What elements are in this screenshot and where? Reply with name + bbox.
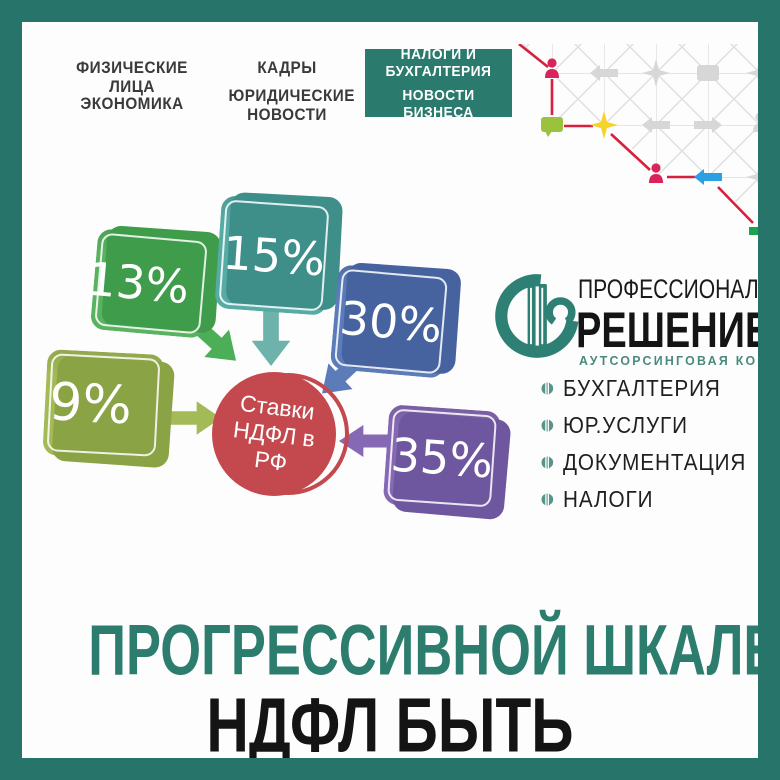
gray-arrow-right-icon: [694, 117, 722, 133]
gray-star-icon: [746, 66, 758, 80]
tag-legal-news-line2: НОВОСТИ: [247, 105, 327, 124]
rate-box-30: 30%: [329, 264, 453, 379]
rate-value: 13%: [84, 251, 192, 314]
badge-line1: НАЛОГИ И: [400, 45, 477, 63]
badge-line3: НОВОСТИ БИЗНЕСА: [402, 86, 475, 121]
gray-square-icon: [697, 65, 719, 81]
rate-box-15: 15%: [214, 195, 334, 316]
service-label: ДОКУМЕНТАЦИЯ: [563, 448, 747, 475]
gray-arrow-left-icon: [590, 65, 618, 81]
yellow-star-icon: [590, 111, 618, 139]
service-item: БУХГАЛТЕРИЯ: [540, 374, 758, 401]
network-grid: [522, 44, 758, 228]
red-person-icon: [649, 163, 663, 183]
gray-star-icon: [746, 170, 758, 184]
service-label: ЮР.УСЛУГИ: [563, 411, 688, 438]
rate-value: 30%: [337, 290, 445, 353]
headline-line2: НДФЛ БЫТЬ: [206, 682, 574, 768]
service-item: ЮР.УСЛУГИ: [540, 411, 758, 438]
service-label: БУХГАЛТЕРИЯ: [563, 374, 721, 401]
green-arrow-right-icon: [749, 227, 758, 235]
logo-title-bold: РЕШЕНИЕ: [576, 302, 771, 358]
mini-emblem-icon: [541, 418, 555, 432]
rate-box-35: 35%: [382, 404, 502, 512]
mini-emblem-icon: [541, 455, 555, 469]
network-decoration: [518, 44, 758, 235]
gray-person-icon: [753, 112, 758, 132]
tag-kadry: КАДРЫ: [257, 58, 317, 77]
logo-subtitle: АУТСОРСИНГОВАЯ КОМПАНИЯ: [579, 353, 780, 368]
service-item: ДОКУМЕНТАЦИЯ: [540, 448, 758, 475]
services-list: БУХГАЛТЕРИЯ ЮР.УСЛУГИ ДОКУМЕНТАЦИЯ: [540, 374, 758, 524]
gray-star-icon: [642, 59, 670, 87]
rate-value: 35%: [389, 427, 495, 489]
tag-physical-persons: ФИЗИЧЕСКИЕ ЛИЦА: [76, 58, 188, 96]
logo-title-thin: ПРОФЕССИОНАЛЬНОЕ: [578, 274, 773, 304]
network-red-path: [518, 44, 754, 224]
company-emblem-icon: [495, 274, 579, 358]
arrow-from-9-icon: [163, 398, 221, 438]
mini-emblem-icon: [541, 381, 555, 395]
center-circle: Ставки НДФЛ в РФ: [212, 372, 336, 496]
arrow-from-15-icon: [248, 310, 294, 366]
tag-legal-news-line1: ЮРИДИЧЕСКИЕ: [228, 86, 355, 105]
blue-arrow-left-icon: [694, 169, 722, 185]
service-item: НАЛОГИ: [540, 485, 758, 512]
gray-arrow-left-icon: [642, 117, 670, 133]
rate-box-9: 9%: [42, 349, 165, 461]
rate-value: 9%: [47, 372, 134, 437]
rate-value: 15%: [221, 224, 327, 287]
red-person-icon: [545, 58, 559, 78]
badge-taxes-accounting: НАЛОГИ И БУХГАЛТЕРИЯ НОВОСТИ БИЗНЕСА: [365, 45, 512, 121]
badge-line2: БУХГАЛТЕРИЯ: [385, 62, 492, 80]
rate-box-13: 13%: [85, 228, 213, 339]
tag-legal-news: ЮРИДИЧЕСКИЕ НОВОСТИ: [228, 86, 355, 124]
mini-emblem-icon: [541, 492, 555, 506]
tag-economy: ЭКОНОМИКА: [80, 94, 184, 113]
green-speech-square-icon: [541, 117, 563, 137]
headline-line1: ПРОГРЕССИВНОЙ ШКАЛЕ: [88, 609, 779, 691]
service-label: НАЛОГИ: [563, 485, 654, 512]
